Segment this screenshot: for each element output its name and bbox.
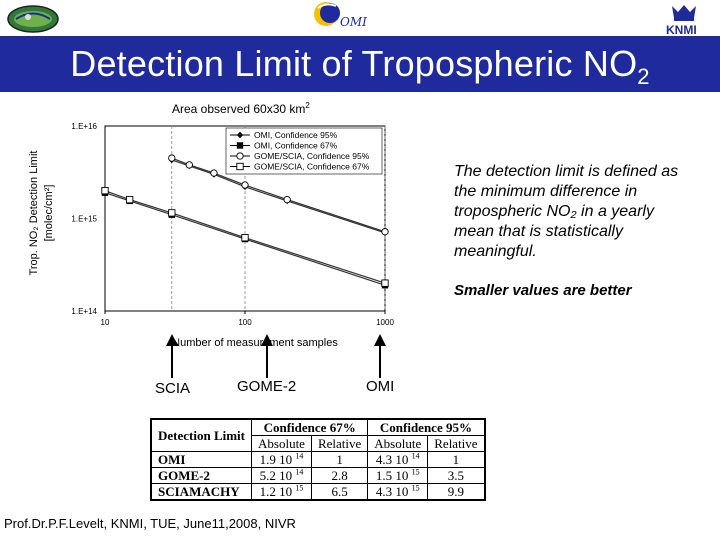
legend-box (225, 127, 383, 175)
data-point (236, 152, 244, 160)
y-tick-labels: 1.E+16 1.E+15 1.E+14 (71, 122, 97, 316)
data-point (236, 142, 244, 149)
y-tick-label: 1.E+15 (71, 215, 97, 224)
page-title: Detection Limit of Tropospheric NO2 (0, 36, 720, 105)
omi-logo-text: OMI (340, 15, 367, 29)
x-tick-label: 1000 (376, 318, 394, 327)
cell-rel67: 2.8 (310, 467, 369, 484)
data-point (168, 209, 176, 217)
row-name: GOME-2 (150, 467, 253, 484)
table-header-row: Detection Limit Confidence 67% Confidenc… (150, 418, 486, 452)
cell-rel95: 9.9 (427, 483, 486, 501)
arrow-label-gome2: GOME-2 (237, 378, 297, 395)
data-point (236, 131, 244, 139)
series-4 (101, 187, 389, 287)
satellite-logo-icon (7, 5, 59, 33)
x-tick-label: 100 (238, 318, 252, 327)
arrow-gome2-icon (261, 334, 273, 378)
title-bar: Detection Limit of Tropospheric NO2 (0, 36, 720, 92)
chart-title-sup: 2 (305, 101, 310, 110)
cell-abs67: 1.9 10 14 (251, 451, 312, 468)
x-tick-labels: 10 100 1000 (101, 311, 394, 327)
subheader-relative: Relative (427, 435, 486, 452)
row-name: OMI (150, 451, 253, 468)
table-row: SCIAMACHY 1.2 10 15 6.5 4.3 10 15 9.9 (150, 483, 486, 501)
data-point (236, 162, 244, 171)
data-point (283, 195, 291, 204)
cell-abs67: 5.2 10 14 (251, 467, 312, 484)
cell-rel95: 1 (427, 451, 486, 468)
header-confidence-95: Confidence 95% (367, 418, 486, 436)
y-tick-label: 1.E+14 (71, 307, 97, 316)
series-group (101, 154, 389, 289)
data-point (241, 181, 249, 189)
arrow-label-scia: SCIA (155, 380, 191, 397)
subheader-absolute: Absolute (251, 435, 312, 452)
legend-label: GOME/SCIA, Confidence 67% (254, 162, 370, 172)
table-row: GOME-2 5.2 10 14 2.8 1.5 10 15 3.5 (150, 467, 486, 484)
y-tick-label: 1.E+16 (71, 122, 97, 131)
data-point (241, 234, 249, 242)
data-point (126, 195, 134, 204)
x-axis-label: Number of measurement samples (172, 337, 338, 349)
subheader-relative: Relative (310, 435, 369, 452)
title-subscript: 2 (637, 64, 650, 89)
knmi-logo-icon: KNMI (666, 5, 697, 36)
row-name: SCIAMACHY (150, 483, 253, 501)
data-point (381, 228, 389, 236)
legend-label: OMI, Confidence 95% (254, 130, 338, 140)
data-point (101, 187, 109, 195)
cell-abs95: 4.3 10 15 (367, 483, 429, 501)
cell-rel67: 1 (310, 451, 369, 468)
description-text: The detection limit is defined as the mi… (454, 163, 679, 260)
detection-limit-chart: OMI, Confidence 95%OMI, Confidence 67%GO… (28, 122, 394, 349)
series-3 (168, 154, 389, 236)
legend-label: OMI, Confidence 67% (254, 141, 338, 151)
x-tick-label: 10 (101, 318, 110, 327)
chart-title: Area observed 60x30 km2 (172, 101, 310, 116)
arrow-label-omi: OMI (366, 378, 395, 395)
arrow-omi-icon (374, 334, 386, 378)
omi-logo-icon: OMI (314, 2, 367, 29)
cell-abs67: 1.2 10 15 (251, 483, 312, 501)
data-point (210, 169, 218, 177)
cell-rel95: 3.5 (427, 467, 486, 484)
knmi-logo-text: KNMI (666, 23, 697, 36)
data-point (185, 161, 193, 169)
y-axis-unit: [molec/cm²] (43, 185, 55, 242)
title-text: Detection Limit of Tropospheric NO (70, 43, 638, 84)
subheader-absolute: Absolute (367, 435, 429, 452)
legend-label: GOME/SCIA, Confidence 95% (254, 151, 370, 161)
instrument-arrows (166, 334, 386, 378)
header-confidence-67: Confidence 67% (251, 418, 369, 436)
cell-rel67: 6.5 (310, 483, 369, 501)
arrow-scia-icon (166, 334, 178, 378)
data-point (168, 154, 176, 162)
chart-legend: OMI, Confidence 95%OMI, Confidence 67%GO… (225, 127, 383, 175)
footer-credit: Prof.Dr.P.F.Levelt, KNMI, TUE, June11,20… (4, 516, 296, 531)
table-row: OMI 1.9 10 14 1 4.3 10 14 1 (150, 451, 486, 468)
cell-abs95: 1.5 10 15 (367, 467, 429, 484)
header-detection-limit: Detection Limit (150, 418, 253, 452)
emphasis-text: Smaller values are better (454, 282, 632, 299)
data-point (381, 279, 389, 287)
detection-limit-table: Detection Limit Confidence 67% Confidenc… (150, 418, 486, 501)
chart-title-text: Area observed 60x30 km (172, 102, 306, 116)
cell-abs95: 4.3 10 14 (367, 451, 429, 468)
y-axis-label: Trop. NO₂ Detection Limit (28, 151, 40, 276)
